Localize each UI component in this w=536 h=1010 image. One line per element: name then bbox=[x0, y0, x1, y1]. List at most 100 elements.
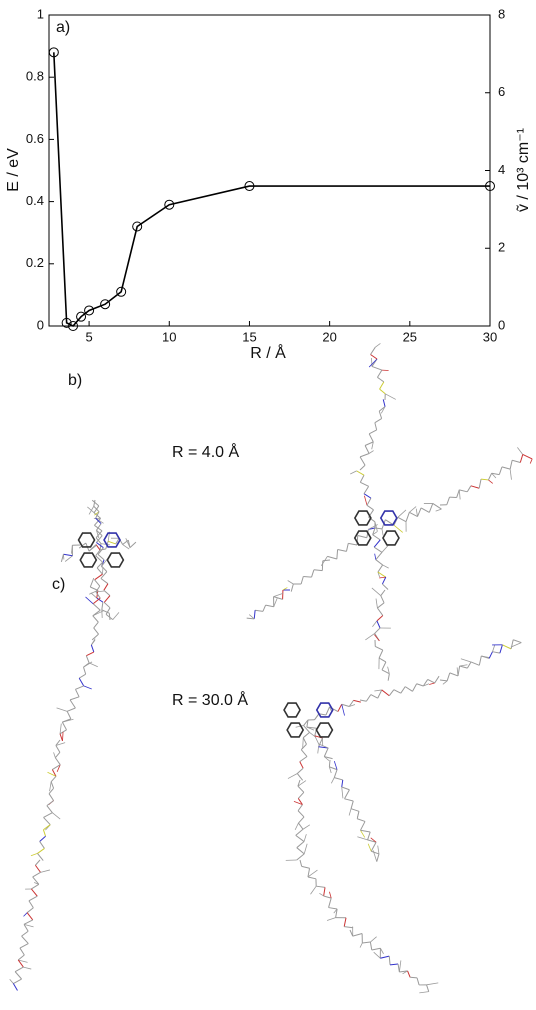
molecule-stick bbox=[513, 639, 522, 644]
molecule-stick bbox=[302, 737, 307, 745]
molecule-stick bbox=[303, 843, 308, 854]
molecule-stick bbox=[26, 907, 34, 914]
molecule-stick bbox=[101, 609, 110, 614]
y2-tick-label: 4 bbox=[498, 162, 505, 177]
molecule-stick bbox=[379, 381, 385, 390]
molecule-stick bbox=[89, 577, 95, 588]
molecule-stick bbox=[491, 472, 497, 479]
molecule-stick bbox=[374, 634, 380, 642]
molecule-stick bbox=[96, 523, 102, 531]
molecule-stick bbox=[328, 759, 331, 767]
molecule-stick bbox=[372, 620, 378, 628]
molecule-stick bbox=[364, 495, 368, 506]
molecule-stick bbox=[55, 745, 61, 753]
molecule-stick bbox=[326, 917, 336, 921]
molecule-stick bbox=[95, 544, 101, 551]
molecule-stick bbox=[19, 947, 25, 956]
molecule-stick bbox=[90, 586, 99, 591]
caption: R = 30.0 Å bbox=[172, 690, 248, 709]
molecule-ring bbox=[353, 530, 372, 546]
data-point bbox=[164, 199, 175, 210]
molecule-ring bbox=[286, 722, 305, 738]
molecule-stick bbox=[329, 766, 338, 771]
molecule-stick bbox=[373, 951, 381, 959]
molecule-stick bbox=[364, 445, 370, 454]
molecule-stick bbox=[298, 822, 304, 830]
molecule-stick bbox=[43, 812, 53, 818]
molecule-stick bbox=[429, 682, 435, 685]
molecule-stick bbox=[96, 561, 103, 569]
molecule-stick bbox=[306, 726, 317, 729]
molecule-stick bbox=[273, 596, 283, 600]
molecule-stick bbox=[61, 721, 67, 731]
molecule-stick bbox=[296, 847, 305, 855]
molecule-stick bbox=[103, 583, 109, 591]
molecule-stick bbox=[31, 883, 40, 890]
molecule-stick bbox=[435, 508, 442, 512]
molecule-stick bbox=[23, 919, 33, 925]
molecule-stick bbox=[519, 454, 524, 463]
molecule-stick bbox=[377, 607, 384, 616]
molecule-stick bbox=[459, 489, 468, 493]
molecule-stick bbox=[337, 704, 343, 712]
molecule-stick bbox=[368, 433, 374, 443]
molecule-stick bbox=[381, 669, 390, 675]
molecule-stick bbox=[522, 454, 533, 460]
molecule-stick bbox=[96, 567, 103, 575]
molecule-stick bbox=[374, 422, 378, 431]
molecule-stick bbox=[90, 644, 95, 653]
molecule-stick bbox=[369, 941, 373, 951]
molecule-stick bbox=[341, 704, 345, 716]
molecule-stick bbox=[96, 530, 100, 539]
molecule-stick bbox=[457, 665, 461, 677]
molecule-stick bbox=[122, 544, 130, 550]
molecule-stick bbox=[375, 552, 383, 560]
molecule-stick bbox=[95, 555, 103, 563]
molecule-stick bbox=[95, 585, 101, 593]
x-tick-label: 20 bbox=[322, 329, 336, 344]
x-tick-label: 25 bbox=[403, 329, 417, 344]
molecule-stick bbox=[412, 683, 418, 692]
molecule-stick bbox=[39, 835, 46, 842]
molecule-stick bbox=[93, 499, 96, 507]
molecule-stick bbox=[397, 509, 407, 518]
molecule-stick bbox=[40, 869, 51, 873]
molecule-stick bbox=[88, 662, 98, 668]
y2-tick-label: 0 bbox=[498, 317, 505, 332]
molecule-stick bbox=[491, 472, 500, 476]
molecule-stick bbox=[49, 781, 52, 792]
molecule-stick bbox=[28, 900, 34, 909]
molecule-stick bbox=[91, 499, 100, 507]
molecule-stick bbox=[287, 580, 294, 585]
molecule-stick bbox=[295, 828, 304, 836]
molecule-stick bbox=[52, 764, 61, 770]
molecule-stick bbox=[385, 393, 396, 400]
molecule-ring bbox=[315, 702, 334, 718]
molecule-stick bbox=[92, 610, 104, 617]
molecule-stick bbox=[398, 960, 402, 973]
molecule-stick bbox=[78, 677, 85, 687]
data-point bbox=[76, 311, 87, 322]
molecule-ring bbox=[79, 552, 98, 568]
molecule-stick bbox=[480, 478, 489, 481]
molecule-stick bbox=[43, 817, 51, 826]
panel-label: a) bbox=[56, 19, 70, 36]
molecule-stick bbox=[31, 888, 38, 897]
panel-label: c) bbox=[52, 576, 65, 593]
molecule-stick bbox=[378, 406, 386, 412]
molecule-stick bbox=[399, 970, 408, 973]
molecule-stick bbox=[95, 511, 100, 519]
molecule-stick bbox=[75, 685, 84, 690]
molecule-stick bbox=[54, 751, 61, 759]
molecule-stick bbox=[372, 850, 378, 862]
molecule-stick bbox=[296, 841, 305, 849]
y2-axis-label: ṽ / 10³ cm⁻¹ bbox=[515, 128, 532, 212]
molecule-stick bbox=[529, 458, 533, 464]
molecule-stick bbox=[374, 418, 382, 424]
molecule-stick bbox=[299, 859, 303, 867]
molecule-stick bbox=[318, 713, 327, 716]
molecule-stick bbox=[366, 497, 372, 506]
molecule-stick bbox=[357, 836, 368, 841]
molecule-stick bbox=[94, 573, 103, 581]
molecule-stick bbox=[365, 694, 372, 702]
